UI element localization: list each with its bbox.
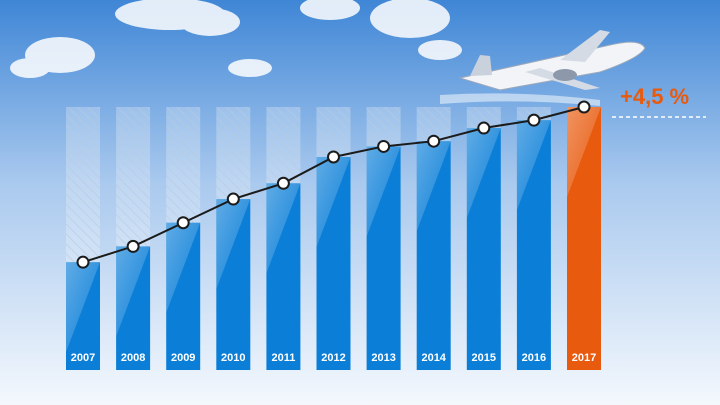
x-tick-label: 2016	[522, 352, 546, 364]
x-tick-label: 2015	[472, 352, 496, 364]
trend-point	[76, 255, 90, 269]
x-tick-label: 2010	[221, 352, 245, 364]
bar-shine	[66, 262, 100, 353]
bar-shine	[266, 183, 301, 274]
trend-point	[276, 176, 290, 190]
trend-point	[527, 113, 541, 127]
bar-shine	[466, 128, 501, 219]
trend-point	[226, 192, 240, 206]
bar-shine	[366, 146, 401, 237]
x-tick-label: 2017	[572, 352, 596, 364]
trend-point	[577, 100, 591, 114]
bar-shine	[316, 156, 351, 247]
x-tick-label: 2007	[71, 352, 95, 364]
trend-point	[126, 239, 140, 253]
trend-point	[327, 150, 340, 164]
x-tick-label: 2008	[121, 352, 145, 364]
x-tick-label: 2013	[371, 352, 395, 364]
bar-shine	[216, 199, 251, 290]
bar-shine	[166, 222, 201, 313]
clouds	[10, 0, 462, 78]
x-tick-label: 2012	[321, 352, 345, 364]
trend-point	[176, 216, 190, 230]
bar-shine	[567, 107, 601, 197]
trend-point	[377, 139, 391, 153]
bar-shine	[416, 141, 451, 232]
x-tick-label: 2011	[271, 352, 295, 364]
bar-shine	[116, 246, 151, 337]
trend-point	[427, 134, 441, 148]
x-tick-label: 2009	[171, 352, 195, 364]
annotation: +4,5 %	[620, 84, 689, 109]
trend-point	[477, 121, 491, 135]
bar-shine	[516, 120, 551, 211]
x-tick-label: 2014	[421, 352, 446, 364]
airplane	[440, 30, 646, 106]
